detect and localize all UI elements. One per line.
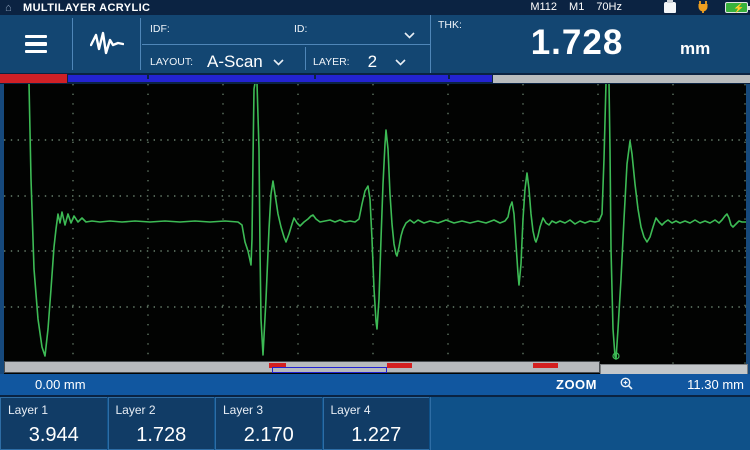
range-red-segment xyxy=(0,74,67,83)
chevron-down-icon xyxy=(273,53,284,71)
layer-4-value: 1.227 xyxy=(351,424,402,446)
zoom-window-indicator[interactable] xyxy=(272,367,387,373)
probe-model: M112 xyxy=(530,1,558,13)
file-title: MULTILAYER ACRYLIC xyxy=(23,1,151,14)
layout-value: A-Scan xyxy=(206,52,263,71)
idf-label: IDF: xyxy=(150,23,170,35)
battery-charging-icon: ⚡ xyxy=(725,2,750,13)
ascan-view-button[interactable] xyxy=(74,15,140,73)
magnifier-icon[interactable] xyxy=(619,377,634,394)
layer-4-label: Layer 4 xyxy=(330,403,371,417)
layer-3-value: 2.170 xyxy=(243,424,294,446)
range-view-window xyxy=(67,74,493,83)
title-bar: ⌂ MULTILAYER ACRYLIC M112 M1 70Hz ⚡ xyxy=(0,0,750,15)
menu-button[interactable] xyxy=(0,15,72,73)
layer-results-table: Layer 1 3.944 Layer 2 1.728 Layer 3 2.17… xyxy=(0,395,750,450)
charging-bolt-icon: ⚡ xyxy=(733,3,745,13)
id-label: ID: xyxy=(294,23,308,35)
layer-2-value: 1.728 xyxy=(136,424,187,446)
layout-select[interactable]: LAYOUT: A-Scan xyxy=(150,52,284,72)
layer-2-cell[interactable]: Layer 2 1.728 xyxy=(107,397,214,450)
range-end-label: 11.30 mm xyxy=(687,377,744,392)
layer-value: 2 xyxy=(367,52,378,71)
echo-marker xyxy=(533,363,558,368)
id-field[interactable]: ID: xyxy=(294,23,307,35)
pulse-frequency: 70Hz xyxy=(596,1,622,13)
range-start-label: 0.00 mm xyxy=(35,377,86,392)
id-layout-fields: IDF: ID: LAYOUT: A-Scan LAYER: 2 xyxy=(142,15,430,73)
zoom-label: ZOOM xyxy=(556,377,597,392)
range-gray-segment xyxy=(493,75,750,83)
range-tick xyxy=(448,75,450,79)
power-plug-icon xyxy=(696,1,710,13)
thickness-value: 1.728 xyxy=(530,23,624,62)
home-icon[interactable]: ⌂ xyxy=(5,1,12,14)
layer-select[interactable]: LAYER: 2 xyxy=(313,52,406,72)
menu-icon xyxy=(25,35,47,39)
layer-4-cell[interactable]: Layer 4 1.227 xyxy=(322,397,429,450)
usb-icon xyxy=(664,0,676,13)
idf-field[interactable]: IDF: xyxy=(150,23,170,35)
thk-label: THK: xyxy=(438,19,462,31)
measure-mode: M1 xyxy=(569,1,585,13)
zoom-scrollbar[interactable] xyxy=(4,361,600,373)
scale-status-row: 0.00 mm ZOOM 11.30 mm xyxy=(0,374,750,395)
chevron-down-icon[interactable] xyxy=(404,26,415,44)
layout-label: LAYOUT: xyxy=(150,56,193,68)
layer-1-cell[interactable]: Layer 1 3.944 xyxy=(0,397,107,450)
chevron-down-icon xyxy=(395,53,406,71)
layer-label: LAYER: xyxy=(313,56,350,68)
header-panel: IDF: ID: LAYOUT: A-Scan LAYER: 2 xyxy=(0,15,750,73)
range-tick xyxy=(147,75,149,79)
thickness-readout: THK: 1.728 mm xyxy=(432,15,750,73)
range-tick xyxy=(314,75,316,79)
ascan-waveform xyxy=(4,84,746,373)
echo-marker xyxy=(269,363,286,368)
layer-3-cell[interactable]: Layer 3 2.170 xyxy=(215,397,322,450)
thickness-unit: mm xyxy=(680,39,711,58)
ascan-waveform-icon xyxy=(90,31,124,55)
echo-marker xyxy=(387,363,412,368)
full-range-bar[interactable] xyxy=(0,73,750,84)
ascan-plot-frame xyxy=(0,84,750,374)
layer-3-label: Layer 3 xyxy=(223,403,264,417)
ascan-plot[interactable] xyxy=(4,84,746,374)
instrument-status: M112 M1 70Hz xyxy=(530,1,622,13)
layer-1-label: Layer 1 xyxy=(8,403,49,417)
layer-1-value: 3.944 xyxy=(28,424,79,446)
layer-2-label: Layer 2 xyxy=(115,403,156,417)
